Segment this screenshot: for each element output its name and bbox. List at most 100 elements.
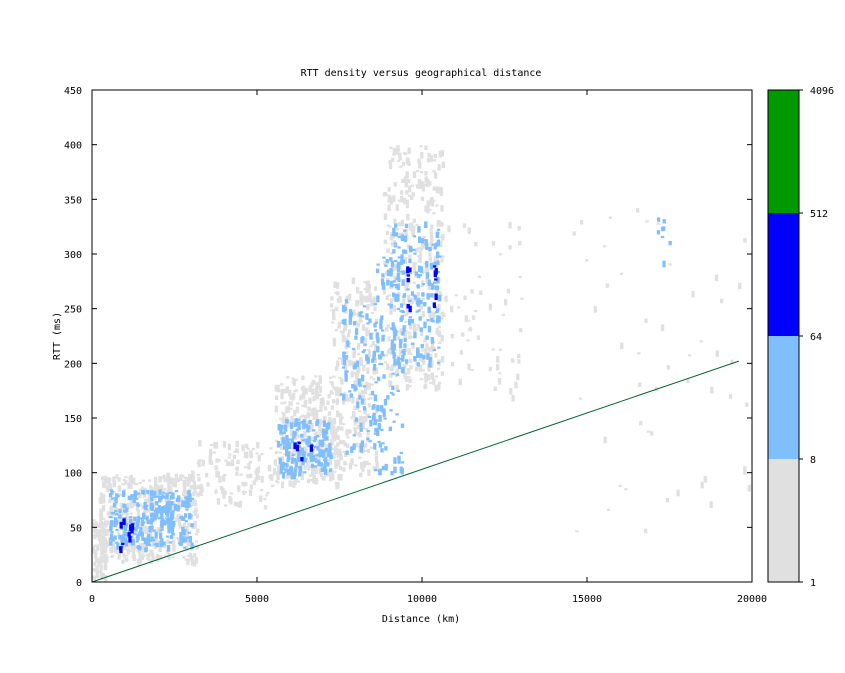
density-cell <box>123 533 127 536</box>
density-cell <box>389 366 393 371</box>
density-cell <box>364 287 369 290</box>
density-cell <box>351 396 355 404</box>
density-cell <box>194 507 198 510</box>
density-cell <box>149 485 153 490</box>
density-cell <box>157 509 161 514</box>
density-cell <box>395 413 399 416</box>
density-cell <box>269 474 273 479</box>
density-cell <box>380 428 384 432</box>
density-cell <box>299 416 303 419</box>
density-cell <box>151 554 155 561</box>
density-cell <box>344 375 348 382</box>
density-cell <box>194 509 199 513</box>
density-cell <box>392 343 396 351</box>
density-cell <box>278 443 283 446</box>
density-cell <box>129 518 133 524</box>
density-cell <box>366 367 370 374</box>
density-cell <box>338 296 342 303</box>
density-cell <box>297 427 301 431</box>
density-cell <box>343 460 347 466</box>
density-cell <box>476 335 480 340</box>
density-cell <box>130 494 134 499</box>
density-cell <box>159 495 163 501</box>
density-cell <box>382 374 386 379</box>
density-cell <box>457 306 461 309</box>
density-cell <box>364 443 368 448</box>
density-cell <box>400 254 404 261</box>
density-cell <box>401 279 405 286</box>
density-cell <box>351 360 355 366</box>
density-cell <box>177 500 181 506</box>
density-cell <box>284 468 288 471</box>
density-cell <box>347 329 352 334</box>
density-cell <box>408 331 412 334</box>
density-cell <box>176 504 180 512</box>
density-cell <box>367 284 371 289</box>
density-cell <box>291 453 295 456</box>
density-cell <box>316 446 320 451</box>
density-cell <box>284 427 288 432</box>
density-cell <box>214 489 218 494</box>
density-cell <box>433 270 437 278</box>
density-cell <box>140 532 144 537</box>
density-cell <box>110 490 114 495</box>
density-cell <box>102 481 106 488</box>
density-cell <box>474 310 478 313</box>
density-cell <box>401 259 406 264</box>
density-cell <box>150 525 154 530</box>
density-cell <box>361 350 365 354</box>
density-cell <box>338 465 343 471</box>
density-cell <box>294 389 299 392</box>
density-cell <box>156 489 161 497</box>
density-cell <box>745 402 749 407</box>
density-cell <box>338 450 342 458</box>
density-cell <box>394 259 398 263</box>
density-cell <box>432 346 436 351</box>
density-cell <box>184 513 188 518</box>
density-cell <box>312 447 316 450</box>
density-cell <box>605 283 609 288</box>
density-cell <box>118 509 122 514</box>
density-cell <box>421 292 425 297</box>
density-cell <box>427 308 431 313</box>
density-cell <box>389 391 394 394</box>
density-cell <box>145 539 149 547</box>
density-cell <box>277 464 281 472</box>
density-cell <box>331 448 335 451</box>
density-cell <box>125 512 129 519</box>
density-cell <box>353 428 358 436</box>
density-cell <box>303 465 307 470</box>
density-cell <box>341 330 345 335</box>
density-cell <box>341 366 346 369</box>
density-cell <box>342 450 346 453</box>
density-cell <box>358 316 362 323</box>
density-cell <box>350 446 354 453</box>
density-cell <box>115 474 119 477</box>
density-cell <box>241 482 245 487</box>
density-cell <box>336 387 340 390</box>
density-cell <box>191 471 195 474</box>
density-cell <box>312 476 316 484</box>
density-cell <box>292 436 296 439</box>
density-cell <box>288 438 292 441</box>
density-cell <box>393 457 397 464</box>
density-cell <box>293 431 297 436</box>
density-cell <box>307 452 311 455</box>
density-cell <box>233 501 238 507</box>
density-cell <box>172 521 176 526</box>
density-cell <box>316 419 320 424</box>
density-cell <box>141 479 145 482</box>
density-cell <box>386 395 390 400</box>
density-cell <box>300 433 304 436</box>
density-cell <box>366 429 370 432</box>
density-cell <box>361 336 365 341</box>
density-cell <box>392 148 397 155</box>
density-cell <box>146 519 150 525</box>
density-cell <box>160 484 164 490</box>
density-cell <box>179 532 183 539</box>
density-cell <box>517 353 521 359</box>
density-cell <box>359 296 363 303</box>
density-cell <box>326 400 330 405</box>
density-cell <box>374 367 379 374</box>
density-cell <box>150 536 154 541</box>
